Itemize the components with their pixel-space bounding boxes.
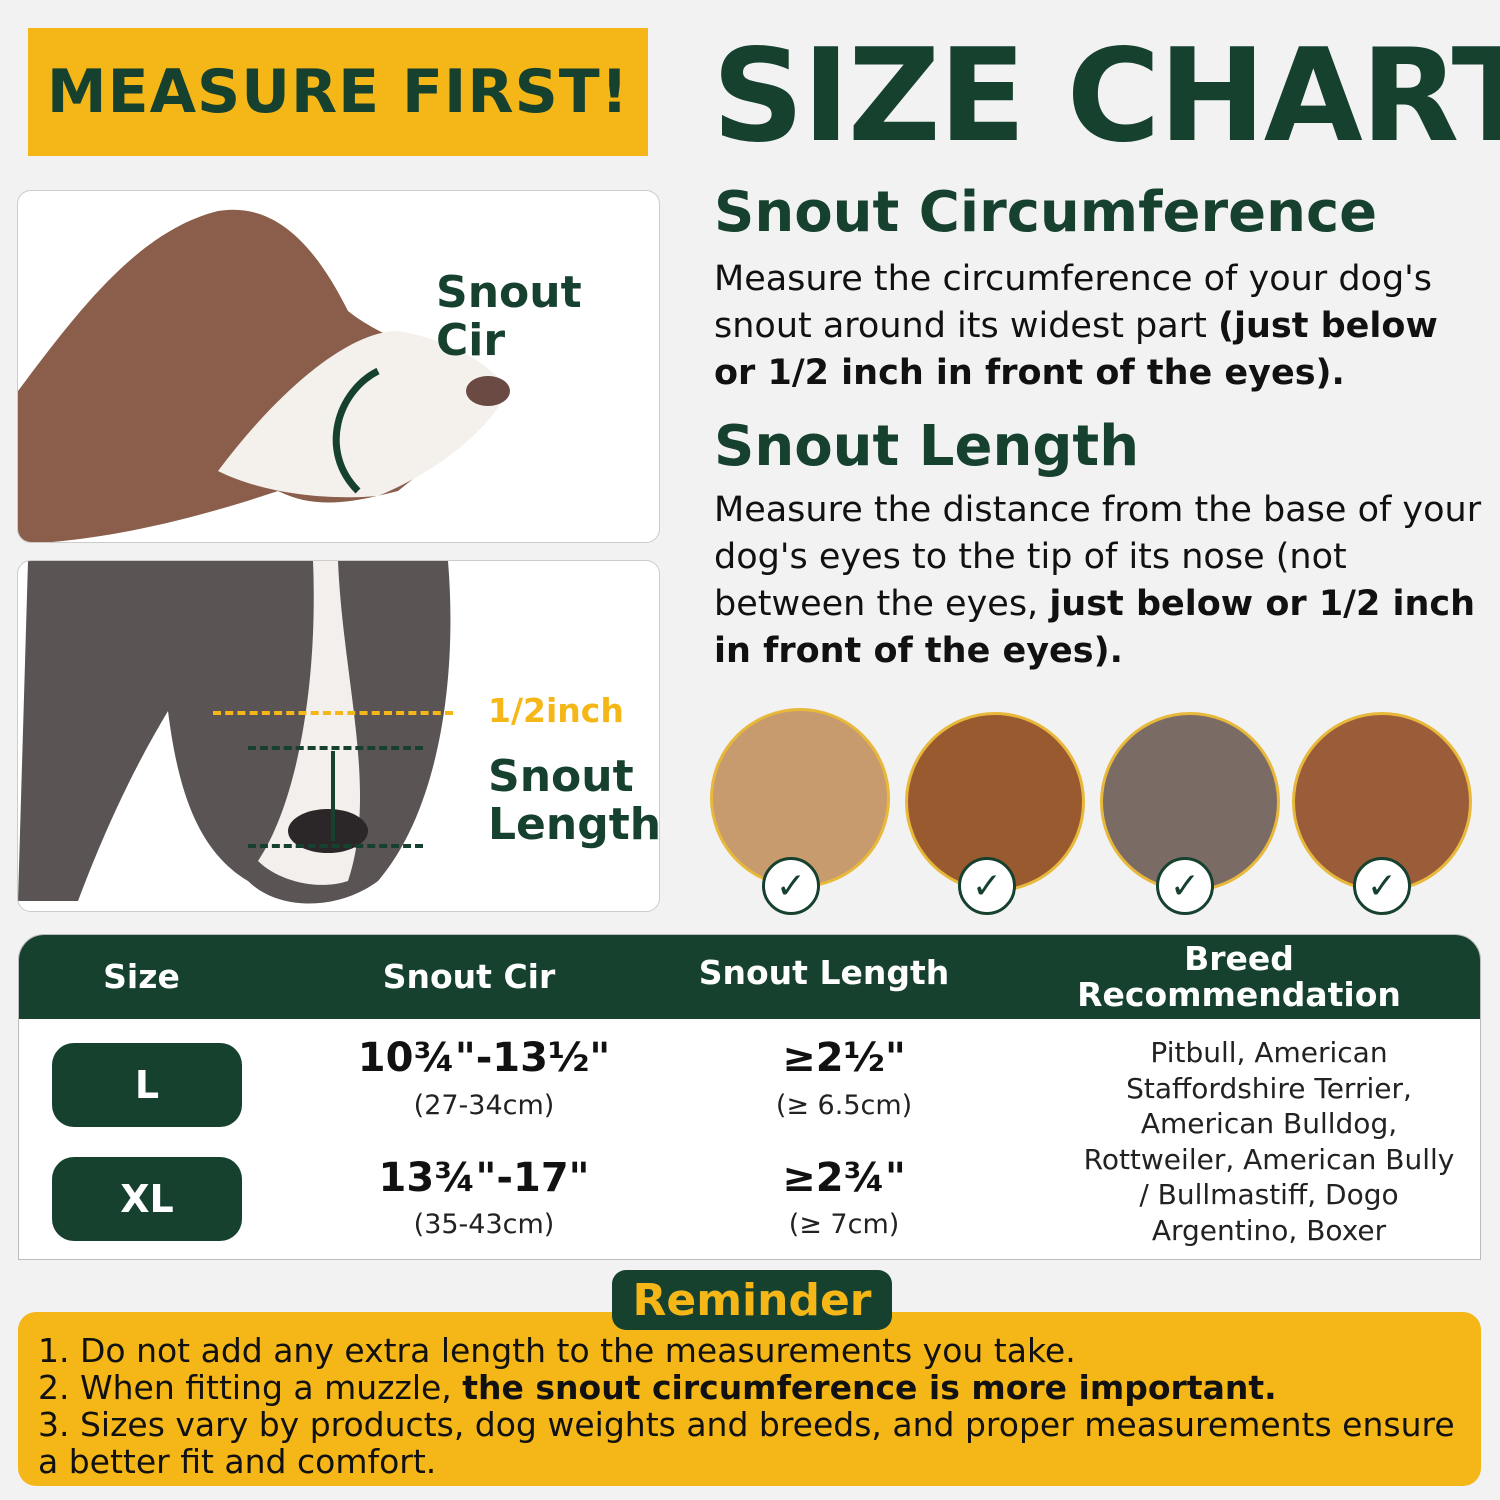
header-breed-line2: Recommendation — [1077, 975, 1401, 1014]
xl-snout-length-cm: (≥ 7cm) — [788, 1209, 900, 1240]
reminder-item-3: 3. Sizes vary by products, dog weights a… — [38, 1406, 1461, 1480]
header-snout-length: Snout Length — [698, 953, 950, 992]
snout-length-text: Measure the distance from the base of yo… — [714, 487, 1484, 675]
size-l-pill: L — [52, 1043, 242, 1127]
xl-snout-length: ≥2¾" — [782, 1155, 906, 1201]
nose-tip-line — [248, 844, 423, 848]
check-icon: ✓ — [1353, 857, 1411, 915]
l-snout-cir: 10¾"-13½" — [357, 1035, 611, 1081]
header-breed-line1: Breed — [1184, 939, 1294, 978]
eye-base-line — [248, 746, 423, 750]
dog-side-photo — [18, 209, 510, 542]
reminder-text: 1. Do not add any extra length to the me… — [38, 1331, 1076, 1370]
snout-cir-label: Snout Cir — [436, 267, 582, 366]
snout-cir-photo: Snout Cir — [17, 190, 660, 543]
l-snout-length: ≥2½" — [782, 1035, 906, 1081]
reminder-item-1: 1. Do not add any extra length to the me… — [38, 1332, 1461, 1369]
double-arrow-icon — [331, 751, 335, 841]
snout-length-label: Snout Length — [488, 751, 660, 850]
size-table: Size Snout Cir Snout Length Breed Recomme… — [18, 934, 1481, 1260]
reminder-text: 3. Sizes vary by products, dog weights a… — [38, 1405, 1455, 1481]
reminder-item-2: 2. When fitting a muzzle, the snout circ… — [38, 1369, 1461, 1406]
label-line1: Snout — [488, 751, 634, 802]
l-snout-length-cm: (≥ 6.5cm) — [775, 1090, 913, 1121]
snout-length-photo: 1/2inch Snout Length — [17, 560, 660, 912]
page-title: SIZE CHART — [712, 22, 1500, 171]
table-header: Size Snout Cir Snout Length Breed Recomme… — [19, 935, 1480, 1019]
reminder-box: 1. Do not add any extra length to the me… — [18, 1312, 1481, 1486]
len-bold: just below or 1/2 inch in front of the e… — [714, 584, 1476, 671]
half-inch-line — [213, 711, 453, 715]
xl-snout-cir: 13¾"-17" — [378, 1155, 590, 1201]
size-xl-pill: XL — [52, 1157, 242, 1241]
reminder-text: 2. When fitting a muzzle, — [38, 1368, 463, 1407]
reminder-bold: the snout circumference is more importan… — [462, 1368, 1277, 1407]
measure-first-badge: MEASURE FIRST! — [28, 28, 648, 156]
label-line2: Length — [488, 799, 660, 850]
curved-arrow-icon — [332, 367, 380, 494]
header-size: Size — [103, 957, 180, 996]
half-inch-label: 1/2inch — [488, 691, 624, 730]
header-breed: Breed Recommendation — [1039, 941, 1439, 1013]
snout-circumference-heading: Snout Circumference — [714, 180, 1378, 245]
breed-recommendation: Pitbull, American Staffordshire Terrier,… — [1083, 1036, 1455, 1247]
snout-circumference-text: Measure the circumference of your dog's … — [714, 256, 1484, 397]
snout-length-heading: Snout Length — [714, 414, 1140, 479]
circ-text: Measure the circumference of your dog's … — [714, 259, 1433, 346]
dog-front-photo — [18, 561, 451, 904]
l-snout-cir-cm: (27-34cm) — [413, 1090, 555, 1121]
check-icon: ✓ — [958, 857, 1016, 915]
check-icon: ✓ — [762, 857, 820, 915]
header-snout-cir: Snout Cir — [382, 957, 556, 996]
check-icon: ✓ — [1156, 857, 1214, 915]
reminder-title: Reminder — [612, 1270, 892, 1330]
circ-bold: (just below or 1/2 inch in front of the … — [714, 306, 1438, 393]
len-text: Measure the distance from the base of yo… — [714, 490, 1482, 624]
xl-snout-cir-cm: (35-43cm) — [413, 1209, 555, 1240]
